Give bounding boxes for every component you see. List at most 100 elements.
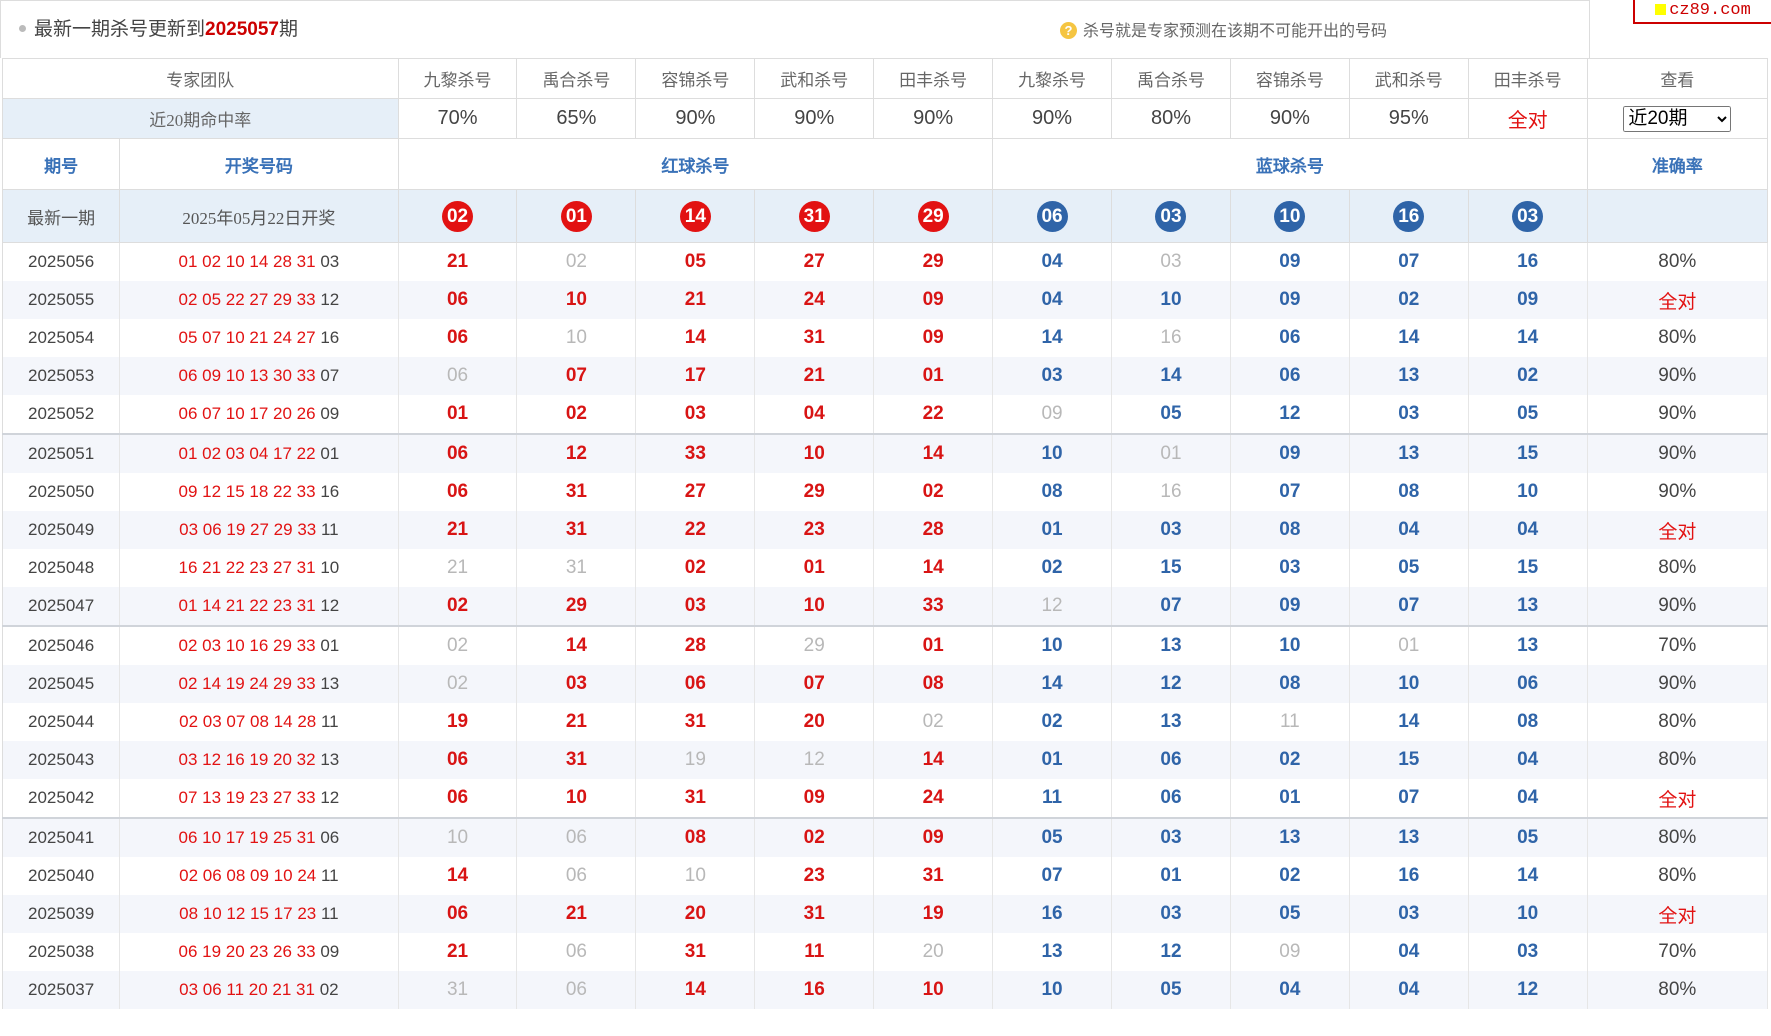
latest-issue-row: 最新一期 2025年05月22日开奖 02 01 14 31 29 06 03 10 16 03: [1, 189, 1769, 243]
red-kill-number: 02: [635, 549, 756, 587]
blue-kill-number: 07: [992, 857, 1113, 895]
draw-blue-number: 16: [320, 482, 340, 501]
red-kill-number: 19: [635, 741, 756, 779]
red-kill-ball-cell: 01: [516, 189, 637, 243]
draw-red-numbers: 02 06 08 09 10 24: [179, 866, 317, 885]
red-kill-number: 05: [635, 242, 756, 281]
expert-header-row: 专家团队 九黎杀号 禹合杀号 容锦杀号 武和杀号 田丰杀号 九黎杀号 禹合杀号 …: [2, 58, 1769, 99]
red-kill-number: 29: [754, 625, 875, 665]
draw-red-numbers: 03 06 11 20 21 31: [179, 980, 315, 999]
accuracy-value: 80%: [1587, 817, 1769, 857]
blue-kill-number: 03: [1111, 895, 1231, 933]
red-kill-number: 10: [516, 281, 637, 319]
issue-number: 2025051: [1, 433, 121, 473]
red-kill-number: 17: [635, 357, 756, 395]
red-kill-number: 20: [635, 895, 756, 933]
watermark-square: [1655, 4, 1667, 15]
accuracy-value: 70%: [1587, 933, 1769, 971]
blue-kill-number: 09: [1230, 433, 1350, 473]
red-kill-number: 07: [516, 357, 637, 395]
question-icon: ?: [1059, 22, 1077, 39]
expert-hit-rate: 全对: [1467, 98, 1588, 139]
red-kill-number: 29: [516, 587, 637, 626]
table-row: 2025045 02 14 19 24 29 33 13 02 03 06 07 08 14 1…: [1, 665, 1769, 703]
blue-kill-number: 07: [1111, 587, 1231, 626]
blue-kill-number: 01: [1111, 857, 1231, 895]
red-kill-number: 29: [873, 242, 994, 281]
blue-kill-number: 09: [1230, 281, 1350, 319]
red-kill-number: 06: [516, 971, 637, 1009]
blue-kill-number: 09: [1230, 242, 1350, 281]
red-kill-number: 27: [635, 473, 756, 511]
blue-kill-ball-cell: 03: [1111, 189, 1231, 243]
red-kill-number: 31: [516, 549, 637, 587]
issue-number: 2025041: [1, 817, 121, 857]
red-kill-number: 06: [635, 665, 756, 703]
expert-name: 容锦杀号: [635, 58, 756, 99]
column-header-row: 期号 开奖号码 红球杀号 蓝球杀号 准确率: [1, 138, 1769, 190]
red-kill-number: 21: [635, 281, 756, 319]
expert-hit-rate: 90%: [754, 98, 875, 139]
latest-accuracy-cell: [1586, 189, 1769, 243]
kill-number-table: 专家团队 九黎杀号 禹合杀号 容锦杀号 武和杀号 田丰杀号 九黎杀号 禹合杀号 …: [1, 58, 1769, 1009]
accuracy-value: 90%: [1587, 395, 1769, 434]
red-kill-ball: 01: [560, 200, 592, 232]
blue-kill-number: 02: [992, 549, 1113, 587]
red-kill-number: 31: [516, 473, 637, 511]
blue-kill-number: 07: [1349, 242, 1469, 281]
red-kill-number: 02: [516, 395, 637, 434]
table-row: 2025047 01 14 21 22 23 31 12 02 29 03 10 33 12 0…: [1, 587, 1769, 626]
blue-kill-number: 10: [1468, 473, 1588, 511]
accuracy-value: 90%: [1587, 433, 1769, 473]
red-kill-number: 06: [398, 741, 518, 779]
draw-red-numbers: 03 12 16 19 20 32: [178, 750, 316, 769]
blue-kill-number: 11: [992, 779, 1113, 818]
blue-kill-number: 03: [1349, 895, 1469, 933]
red-kill-number: 31: [516, 511, 637, 549]
blue-kill-number: 10: [1349, 665, 1469, 703]
table-row: 2025039 08 10 12 15 17 23 11 06 21 20 31 19 16 0…: [1, 895, 1769, 933]
blue-kill-number: 04: [1230, 971, 1350, 1009]
draw-red-numbers: 01 14 21 22 23 31: [178, 596, 316, 615]
draw-numbers: 06 07 10 17 20 26 09: [119, 395, 399, 434]
table-row: 2025053 06 09 10 13 30 33 07 06 07 17 21 01 03 1…: [1, 357, 1769, 395]
draw-numbers: 01 14 21 22 23 31 12: [119, 587, 399, 626]
blue-kill-number: 04: [1349, 971, 1469, 1009]
accuracy-value: 80%: [1587, 971, 1769, 1009]
blue-kill-number: 01: [992, 741, 1113, 779]
draw-red-numbers: 06 19 20 23 26 33: [178, 942, 316, 961]
blue-kill-number: 03: [992, 357, 1113, 395]
blue-kill-number: 05: [1111, 971, 1231, 1009]
red-kill-number: 08: [873, 665, 994, 703]
red-kill-number: 16: [754, 971, 875, 1009]
tip-note: ? 杀号就是专家预测在该期不可能开出的号码: [1059, 17, 1387, 41]
accuracy-column-header: 准确率: [1586, 138, 1769, 190]
red-kill-number: 03: [635, 587, 756, 626]
red-kill-number: 06: [516, 857, 637, 895]
expert-name: 九黎杀号: [992, 58, 1113, 99]
red-kill-number: 02: [873, 703, 994, 741]
table-row: 2025052 06 07 10 17 20 26 09 01 02 03 04 22 09 0…: [1, 395, 1769, 434]
red-kill-number: 31: [516, 741, 637, 779]
blue-kill-number: 12: [1111, 665, 1231, 703]
blue-kill-number: 14: [1468, 319, 1588, 357]
red-kill-number: 31: [635, 933, 756, 971]
top-bar: 最新一期杀号更新到2025057期 ? 杀号就是专家预测在该期不可能开出的号码: [0, 0, 1590, 58]
red-kill-number: 09: [873, 281, 994, 319]
table-row: 2025051 01 02 03 04 17 22 01 06 12 33 10 14 10 0…: [1, 433, 1769, 473]
table-row: 2025042 07 13 19 23 27 33 12 06 10 31 09 24 11 0…: [1, 779, 1769, 818]
draw-numbers: 08 10 12 15 17 23 11: [119, 895, 399, 933]
blue-kill-number: 05: [1349, 549, 1469, 587]
blue-kill-number: 08: [1349, 473, 1469, 511]
blue-kill-number: 04: [992, 281, 1113, 319]
draw-blue-number: 12: [320, 290, 340, 309]
blue-kill-number: 03: [1111, 817, 1231, 857]
issue-number: 2025050: [1, 473, 121, 511]
period-select-cell: 近20期: [1586, 98, 1769, 139]
draw-blue-number: 09: [320, 404, 340, 423]
team-label: 专家团队: [2, 58, 399, 99]
draw-numbers: 02 06 08 09 10 24 11: [119, 857, 399, 895]
blue-kill-number: 03: [1230, 549, 1350, 587]
period-select[interactable]: 近20期: [1623, 105, 1732, 132]
expert-name: 容锦杀号: [1229, 58, 1350, 99]
